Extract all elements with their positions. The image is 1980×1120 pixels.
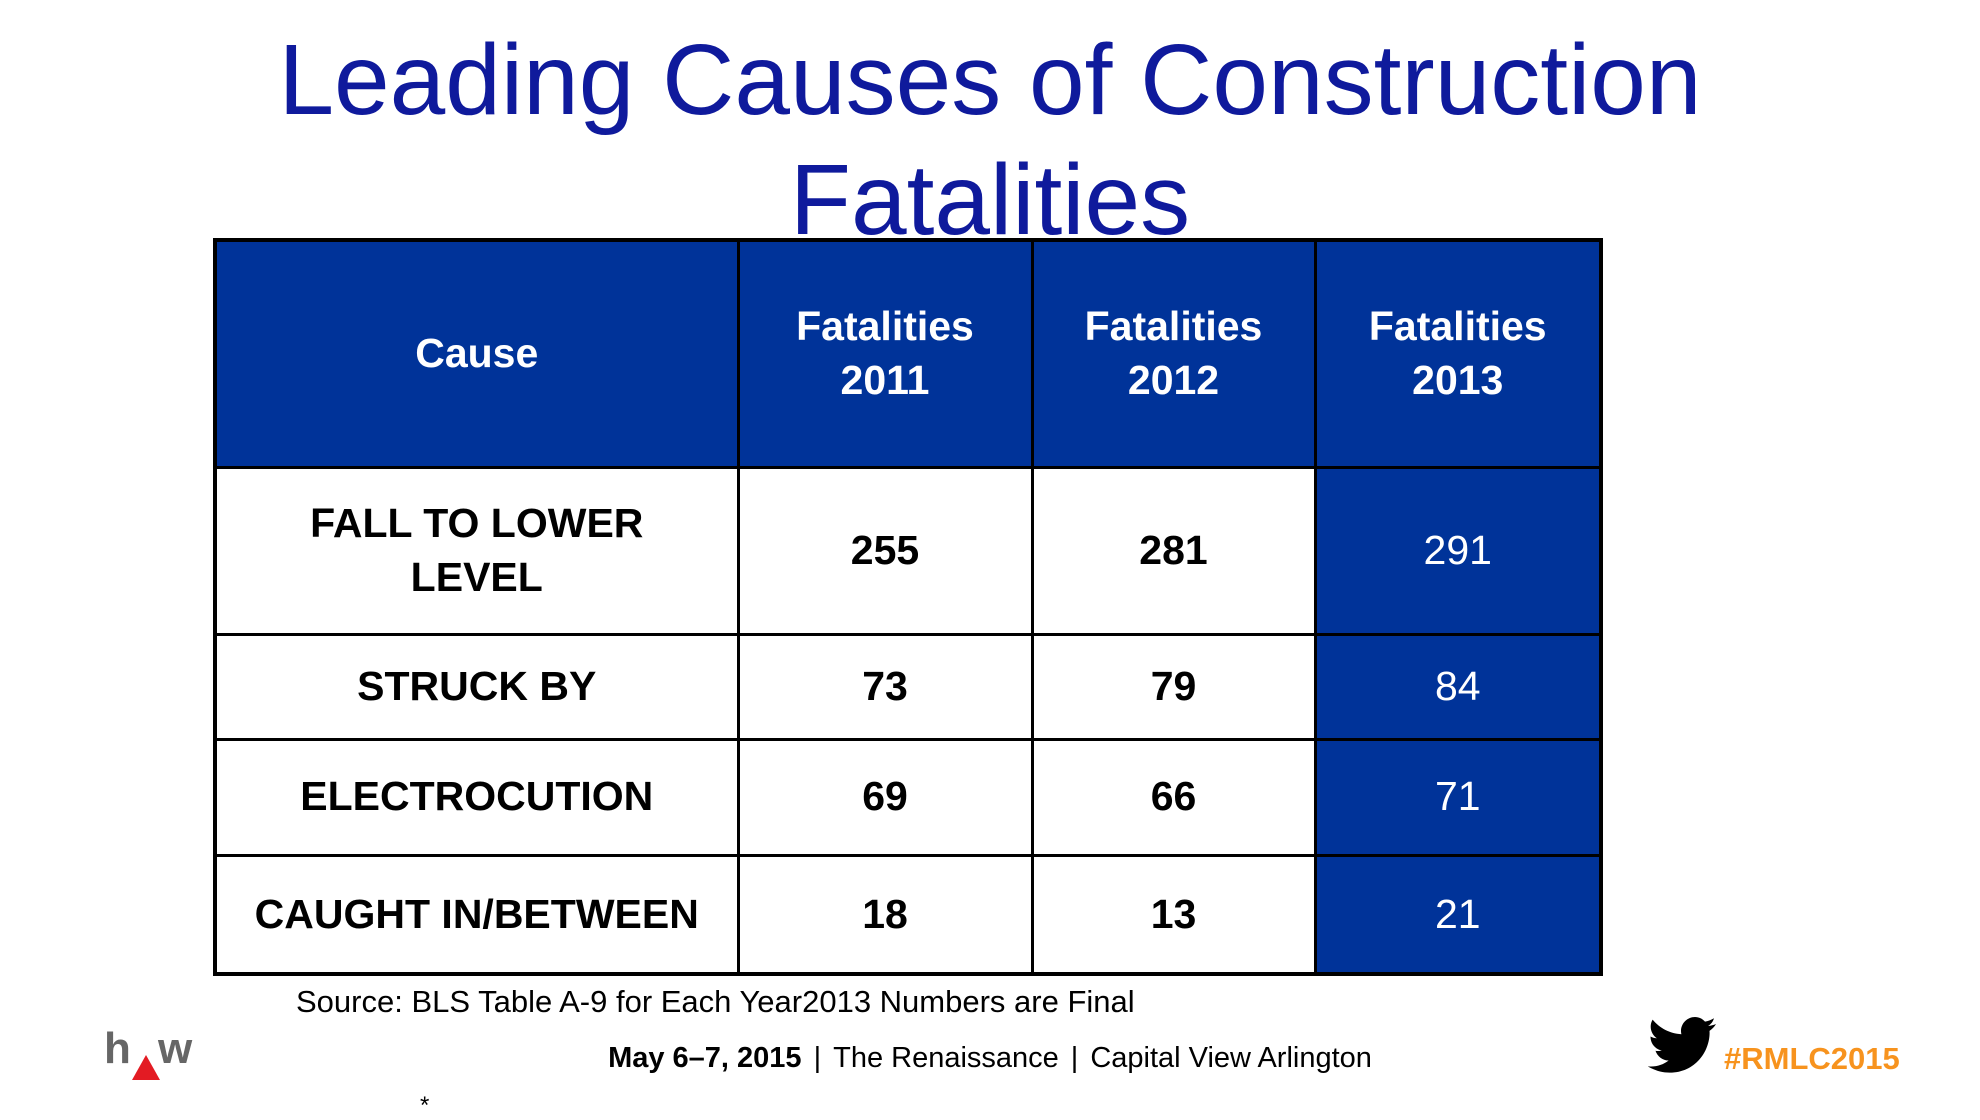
- table-cell: 71: [1313, 737, 1603, 857]
- logo-letter: h: [104, 1025, 131, 1073]
- separator: |: [1070, 1042, 1079, 1074]
- table-cell: FALL TO LOWER LEVEL: [213, 465, 740, 636]
- logo-letter: w: [157, 1025, 193, 1073]
- table-cell: 84: [1313, 632, 1603, 741]
- header-cell: Fatalities 2011: [736, 238, 1034, 469]
- header-row: Cause Fatalities 2011 Fatalities 2012 Fatal…: [213, 238, 1603, 469]
- table-cell: ELECTROCUTION: [213, 737, 740, 857]
- header-cell: Fatalities 2013: [1313, 238, 1603, 469]
- table-cell: CAUGHT IN/BETWEEN: [213, 853, 740, 976]
- table-row: CAUGHT IN/BETWEEN 18 13 21: [213, 853, 1603, 976]
- table-row: ELECTROCUTION 69 66 71: [213, 737, 1603, 857]
- table-row: FALL TO LOWER LEVEL 255 281 291: [213, 465, 1603, 636]
- table-cell: 66: [1030, 737, 1317, 857]
- separator: |: [813, 1042, 822, 1074]
- table-cell: 13: [1030, 853, 1317, 976]
- title: Fatalities: [789, 144, 1191, 256]
- footer-item: May 6–7, 2015: [608, 1042, 802, 1074]
- table-cell: 79: [1030, 632, 1317, 741]
- table-cell: 255: [736, 465, 1034, 636]
- footnote-mark: *: [420, 1092, 430, 1119]
- title: Leading Causes of Construction: [278, 24, 1702, 136]
- hashtag: #RMLC2015: [1724, 1041, 1900, 1076]
- table-cell: 21: [1313, 853, 1603, 976]
- header-cell: Fatalities 2012: [1030, 238, 1317, 469]
- twitter-icon: [1648, 1017, 1716, 1073]
- table-cell: 18: [736, 853, 1034, 976]
- header-cell: Cause: [213, 238, 740, 469]
- logo: h w: [104, 1025, 193, 1080]
- logo-triangle: [132, 1055, 160, 1080]
- footer-item: The Renaissance: [833, 1042, 1059, 1074]
- table-cell: STRUCK BY: [213, 632, 740, 741]
- source-note: Source: BLS Table A-9 for Each Year2013 …: [296, 984, 1135, 1019]
- table-row: STRUCK BY 73 79 84: [213, 632, 1603, 741]
- table-cell: 291: [1313, 465, 1603, 636]
- footer: May 6–7, 2015 | The Renaissance | Capital Vi…: [0, 1042, 1980, 1075]
- table-cell: 281: [1030, 465, 1317, 636]
- footer-item: Capital View Arlington: [1090, 1042, 1372, 1074]
- data-table: Cause Fatalities 2011 Fatalities 2012 Fatal…: [213, 238, 1603, 976]
- table-cell: 73: [736, 632, 1034, 741]
- table-cell: 69: [736, 737, 1034, 857]
